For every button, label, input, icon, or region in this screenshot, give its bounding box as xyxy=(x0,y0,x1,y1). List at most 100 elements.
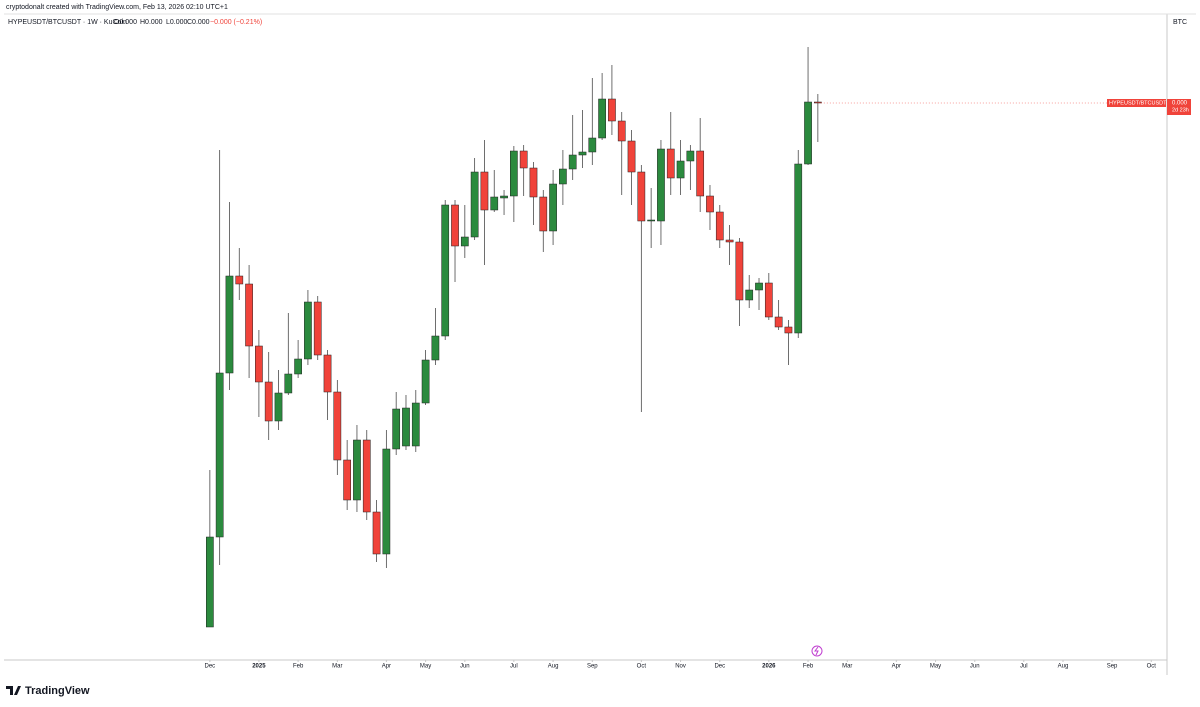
x-tick-label: Nov xyxy=(675,664,686,670)
candle-body xyxy=(715,211,724,241)
candle-body xyxy=(627,140,636,173)
candle-body xyxy=(510,150,518,197)
candle-body xyxy=(598,98,606,139)
x-tick-label: Apr xyxy=(892,664,901,670)
candle-body xyxy=(657,148,665,222)
x-tick-label: Apr xyxy=(382,664,391,670)
x-tick-label: 2026 xyxy=(762,664,776,670)
candle-body xyxy=(284,373,293,394)
x-tick-label: Dec xyxy=(714,664,725,670)
candle-body xyxy=(764,282,773,318)
candle-body xyxy=(392,408,401,450)
candle-body xyxy=(745,289,754,301)
candle-body xyxy=(735,241,744,301)
price-tag-bg xyxy=(1167,99,1191,115)
candle-body xyxy=(588,137,597,153)
legend-close: C0.000 xyxy=(187,19,210,26)
legend: HYPEUSDT/BTCUSDT · 1W · KuCoin O0.000 H0… xyxy=(8,19,262,26)
candle-body xyxy=(460,236,469,247)
logo-mark xyxy=(6,686,21,695)
candle-body xyxy=(794,163,803,334)
candle-body xyxy=(402,407,410,447)
candle-body xyxy=(382,448,391,555)
candle-body xyxy=(676,160,685,179)
legend-open: O0.000 xyxy=(114,19,137,26)
candle-body xyxy=(421,359,430,404)
x-tick-label: Sep xyxy=(1107,664,1118,670)
candle-body xyxy=(441,204,450,337)
candle-body xyxy=(539,196,548,232)
candle-body xyxy=(431,335,440,361)
candle-body xyxy=(451,204,459,247)
candle-body xyxy=(323,354,332,393)
x-tick-label: Sep xyxy=(587,664,598,670)
candle-body xyxy=(755,282,763,291)
x-tick-label: Dec xyxy=(205,664,216,670)
x-tick-label: Feb xyxy=(803,664,814,670)
candle-body xyxy=(490,196,499,211)
candle-body xyxy=(529,167,538,198)
candle-body xyxy=(549,183,557,232)
legend-high: H0.000 xyxy=(140,19,163,26)
x-tick-label: Jul xyxy=(510,664,518,670)
candle-body xyxy=(666,148,675,179)
candle-body xyxy=(206,536,214,628)
x-tick-label: Jun xyxy=(970,664,980,670)
candle-body xyxy=(274,392,283,422)
x-tick-label: Jun xyxy=(460,664,470,670)
candle-body xyxy=(362,439,371,513)
x-tick-label: Mar xyxy=(332,664,342,670)
legend-change: −0.000 (−0.21%) xyxy=(210,19,262,26)
candle-body xyxy=(235,275,244,285)
x-tick-label: May xyxy=(930,664,941,670)
candle-body xyxy=(225,275,234,374)
candle-body xyxy=(264,381,273,422)
candle-body xyxy=(784,326,793,334)
candle-body xyxy=(333,391,342,461)
price-tag-symbol-bg xyxy=(1107,99,1166,107)
candle-body xyxy=(608,98,616,122)
x-tick-label: Jul xyxy=(1020,664,1028,670)
candle-body xyxy=(578,151,587,156)
candle-body xyxy=(519,150,528,169)
candle-body xyxy=(470,171,479,238)
watermark: cryptodonalt created with TradingView.co… xyxy=(6,4,228,11)
candle-body xyxy=(255,345,263,383)
x-tick-label: Oct xyxy=(637,664,647,670)
candle-body xyxy=(313,301,322,356)
price-tag-price: 0.000 xyxy=(1172,101,1188,107)
candle-body xyxy=(686,150,695,162)
brand-name: TradingView xyxy=(25,685,90,697)
x-tick-label: Aug xyxy=(1058,664,1069,670)
candle-body xyxy=(568,154,577,170)
x-tick-label: 2025 xyxy=(252,664,266,670)
candle-body xyxy=(480,171,489,211)
candle-body xyxy=(215,372,224,538)
candle-body xyxy=(637,171,646,222)
price-tag-symbol: HYPEUSDT/BTCUSDT xyxy=(1109,100,1167,106)
x-tick-label: Feb xyxy=(293,664,304,670)
y-axis-label: BTC xyxy=(1173,19,1187,26)
legend-low: L0.000 xyxy=(166,19,188,26)
candle-body xyxy=(372,511,381,555)
candle-body xyxy=(559,168,567,185)
candle-body xyxy=(706,195,714,213)
candle-body xyxy=(804,101,812,165)
candle-body xyxy=(774,316,783,328)
candle-body xyxy=(617,120,626,142)
x-tick-label: Oct xyxy=(1147,664,1157,670)
x-tick-label: Mar xyxy=(842,664,852,670)
candle-body xyxy=(353,439,361,501)
candle-body xyxy=(725,239,734,243)
candle-body xyxy=(647,219,655,222)
x-tick-label: May xyxy=(420,664,431,670)
candle-body xyxy=(500,195,508,199)
price-tag-countdown: 2d 23h xyxy=(1172,107,1189,113)
event-icon[interactable] xyxy=(811,645,823,657)
candle-body xyxy=(304,301,312,360)
candle-body xyxy=(343,459,351,501)
event-icon-bolt xyxy=(814,646,819,656)
legend-symbol: HYPEUSDT/BTCUSDT · 1W · KuCoin xyxy=(8,19,127,26)
candle-body xyxy=(294,358,302,375)
